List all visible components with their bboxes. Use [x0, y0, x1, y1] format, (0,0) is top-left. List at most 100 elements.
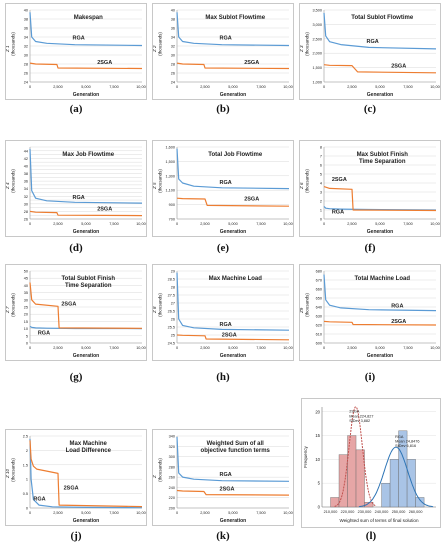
y-tick-label: 640: [316, 306, 322, 310]
y-tick-label: 20: [24, 313, 28, 317]
x-tick-label: 10,000: [136, 85, 146, 89]
panel-f: 0 1 2 3 4 5 6 7 8 0 2,500 5,000 7,500 10,000 Generatio…: [299, 140, 441, 237]
x-tick-label: 7,500: [403, 85, 413, 89]
panel-j: 0 0.5 1 1.5 2 2.5 0 2,500 5,000 7,500 10,000 Genera…: [5, 429, 147, 526]
x-tick-label: 10,000: [283, 511, 293, 515]
y-tick-label: 26: [171, 318, 175, 322]
x-tick-label: 10,000: [283, 346, 293, 350]
y-tick-label: 2,500: [312, 37, 322, 41]
x-tick-label: 0: [176, 222, 178, 226]
y-axis-label: Z 6: [300, 182, 304, 190]
chart-title: Max Sublot Finish Time Separation: [357, 152, 409, 165]
caption-a: (a): [69, 103, 83, 115]
chart-max-job-flowtime: 26 28 30 32 34 36 38 40 42 44 0 2,500 5,000 7,500 10,0…: [6, 146, 146, 235]
series-line-2sga: [176, 197, 290, 207]
x-tick-label: 0: [323, 222, 325, 226]
panel-i: 600 610 620 630 640 650 660 670 680 0 2,500 5,000 7,…: [299, 264, 441, 361]
y-axis-label: Z 1: [6, 45, 10, 53]
y-tick-label: 24: [171, 81, 175, 85]
caption-g: (g): [69, 371, 83, 383]
panel-b: 24 26 28 30 32 34 36 38 40 0 2,500 5,000 7,500 10,000…: [152, 3, 294, 100]
y-tick-label: 0.5: [23, 492, 28, 496]
y-axis-unit: (thousands): [158, 458, 163, 482]
x-axis-label: Generation: [73, 518, 99, 524]
y-tick-label: 45: [24, 277, 28, 281]
y-axis-label: Z 2: [153, 45, 157, 53]
x-tick-label: 250,000: [392, 510, 406, 514]
fit-annotation: StDev 6,816: [395, 444, 416, 448]
x-tick-label: 230,000: [358, 510, 372, 514]
x-tick-label: 210,000: [324, 510, 338, 514]
y-tick-label: 2: [26, 449, 28, 453]
y-tick-label: 28: [171, 286, 175, 290]
chart-title: Max Job Flowtime: [62, 152, 114, 158]
y-tick-label: 3: [320, 191, 322, 195]
y-tick-label: 28: [24, 63, 28, 67]
x-tick-label: 5,000: [375, 346, 385, 350]
x-tick-label: 10,000: [430, 346, 440, 350]
x-tick-label: 0: [29, 85, 31, 89]
x-tick-label: 5,000: [228, 222, 238, 226]
x-tick-label: 10,000: [430, 85, 440, 89]
chart-makespan: 24 26 28 30 32 34 36 38 40 0 2,500 5,000 7,500 10,000…: [6, 9, 146, 99]
x-tick-label: 220,000: [341, 510, 355, 514]
x-tick-label: 7,500: [256, 85, 266, 89]
x-tick-label: 7,500: [403, 346, 413, 350]
y-tick-label: 30: [24, 202, 28, 206]
y-tick-label: 24: [24, 81, 28, 85]
y-tick-label: 34: [24, 36, 28, 40]
y-tick-label: 36: [24, 27, 28, 31]
y-tick-label: 10: [315, 457, 320, 462]
x-tick-label: 0: [176, 85, 178, 89]
y-axis-unit: (thousands): [11, 458, 16, 482]
series-line-2sga: [29, 210, 143, 217]
chart-title: Max Sublot Flowtime: [205, 15, 265, 21]
histogram-bar-rga: [415, 497, 425, 508]
y-axis-unit: (thousands): [11, 293, 16, 317]
y-axis-label: Z 3: [300, 45, 304, 53]
chart-title: Max Machine Load: [209, 276, 263, 282]
series-label: RGA: [367, 39, 379, 45]
x-tick-label: 240,000: [375, 510, 389, 514]
x-tick-label: 7,500: [403, 222, 413, 226]
y-tick-label: 2.5: [23, 435, 28, 439]
series-line-rga: [176, 272, 290, 331]
x-tick-label: 5,000: [81, 85, 91, 89]
y-tick-label: 30: [24, 54, 28, 58]
y-tick-label: 5: [26, 334, 28, 338]
y-tick-label: 1,500: [312, 66, 322, 70]
x-axis-label: Weighted sum of terms of final solution: [339, 518, 419, 523]
x-tick-label: 5,000: [375, 222, 385, 226]
y-tick-label: 3,000: [312, 23, 322, 27]
x-tick-label: 0: [176, 511, 178, 515]
y-axis-unit: (thousands): [158, 32, 163, 56]
x-tick-label: 5,000: [81, 511, 91, 515]
y-tick-label: 32: [171, 45, 175, 49]
series-line-2sga: [323, 320, 437, 326]
normal-fit-curve-2sga: [334, 406, 377, 507]
histogram-bar-2sga: [330, 497, 340, 508]
series-label: RGA: [220, 36, 232, 42]
y-tick-label: 27: [171, 302, 175, 306]
caption-b: (b): [216, 103, 230, 115]
y-tick-label: 600: [316, 342, 322, 346]
y-tick-label: 34: [171, 36, 175, 40]
y-tick-label: 27.5: [168, 294, 175, 298]
y-tick-label: 1,100: [165, 189, 175, 193]
series-label: RGA: [332, 210, 344, 216]
chart-title: Total Machine Load: [354, 276, 410, 282]
chart-title: Total Sublot Flowtime: [351, 15, 414, 21]
x-tick-label: 2,500: [200, 511, 210, 515]
x-tick-label: 0: [176, 346, 178, 350]
chart-total-sublot-flowtime: 1,000 1,500 2,000 2,500 3,000 3,500 0 2,500 5,00…: [300, 9, 440, 99]
x-tick-label: 2,500: [347, 85, 357, 89]
series-line-rga: [323, 12, 437, 50]
series-line-rga: [29, 438, 143, 509]
y-axis-unit: (thousands): [305, 169, 310, 193]
y-tick-label: 1,000: [312, 81, 322, 85]
caption-l: (l): [365, 530, 377, 542]
series-label: 2SGA: [97, 207, 112, 213]
y-tick-label: 1,600: [165, 146, 175, 150]
y-tick-label: 320: [169, 445, 175, 449]
